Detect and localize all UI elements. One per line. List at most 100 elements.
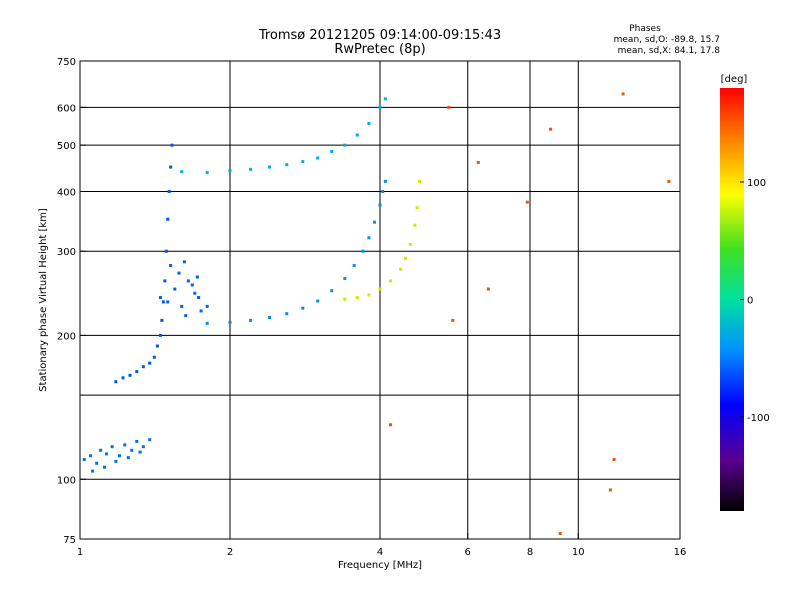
data-point-series-2 bbox=[190, 283, 194, 287]
data-point-series-5 bbox=[285, 163, 289, 167]
data-point-series-4 bbox=[378, 287, 382, 291]
data-point-series-1 bbox=[160, 318, 164, 322]
data-point-series-0 bbox=[110, 445, 114, 449]
data-point-series-2 bbox=[199, 309, 203, 313]
data-point-series-2 bbox=[193, 291, 197, 295]
data-point-series-3 bbox=[267, 315, 271, 319]
data-point-series-2 bbox=[205, 304, 209, 308]
x-tick-label: 4 bbox=[377, 547, 383, 558]
data-point-series-4 bbox=[413, 223, 417, 227]
data-point-series-0 bbox=[141, 445, 145, 449]
data-point-series-2 bbox=[166, 300, 170, 304]
data-point-series-1 bbox=[148, 361, 152, 365]
data-point-series-0 bbox=[89, 454, 93, 458]
data-point-series-1 bbox=[152, 355, 156, 359]
data-point-series-1 bbox=[166, 217, 170, 221]
x-tick-label: 8 bbox=[527, 547, 533, 558]
data-point-series-5 bbox=[355, 133, 359, 137]
data-point-series-5 bbox=[330, 149, 334, 153]
colorbar-tick-label: -100 bbox=[747, 413, 770, 424]
phase-stats-x: mean, sd,X: 84.1, 17.8 bbox=[618, 46, 721, 56]
data-point-series-2 bbox=[195, 275, 199, 279]
data-point-series-0 bbox=[148, 438, 152, 442]
data-point-series-3 bbox=[381, 189, 385, 193]
data-point-series-6 bbox=[486, 287, 490, 291]
data-point-series-4 bbox=[389, 279, 393, 283]
data-point-series-4 bbox=[343, 297, 347, 301]
data-point-series-2 bbox=[169, 264, 173, 268]
data-point-series-1 bbox=[128, 373, 132, 377]
axis-ticks: 1 2 4 6 8 10 16 75 100 200 300 400 500 600 750 bbox=[57, 57, 686, 558]
colorbar-ticks: 100 0 -100 bbox=[740, 178, 770, 424]
x-tick-label: 2 bbox=[227, 547, 233, 558]
data-point-series-4 bbox=[367, 293, 371, 297]
data-point-series-2 bbox=[197, 296, 201, 300]
y-tick-label: 500 bbox=[57, 141, 76, 152]
y-axis-label: Stationary phase Virtual Height [km] bbox=[38, 208, 49, 392]
data-point-series-6 bbox=[389, 423, 393, 427]
data-point-series-6 bbox=[476, 160, 480, 164]
data-point-series-3 bbox=[352, 264, 356, 268]
data-point-series-3 bbox=[343, 277, 347, 281]
data-point-series-3 bbox=[301, 306, 305, 310]
data-point-series-6 bbox=[558, 532, 562, 536]
data-point-series-5 bbox=[228, 169, 232, 173]
data-point-series-6 bbox=[608, 488, 612, 492]
data-point-series-2 bbox=[177, 271, 181, 275]
grid-lines bbox=[80, 61, 680, 539]
data-point-series-0 bbox=[104, 452, 108, 456]
data-point-series-4 bbox=[415, 206, 419, 210]
data-point-series-0 bbox=[138, 450, 142, 454]
data-point-series-1 bbox=[114, 380, 118, 384]
data-point-series-0 bbox=[95, 461, 99, 465]
y-tick-label: 600 bbox=[57, 103, 76, 114]
data-point-series-1 bbox=[167, 189, 171, 193]
data-point-series-0 bbox=[114, 459, 118, 463]
data-point-series-5 bbox=[249, 167, 253, 171]
data-point-series-5 bbox=[343, 143, 347, 147]
data-point-series-4 bbox=[417, 179, 421, 183]
data-point-series-1 bbox=[158, 333, 162, 337]
y-tick-label: 300 bbox=[57, 247, 76, 258]
data-point-series-0 bbox=[103, 465, 107, 469]
x-tick-label: 10 bbox=[572, 547, 585, 558]
data-point-series-0 bbox=[99, 448, 103, 452]
y-tick-label: 200 bbox=[57, 331, 76, 342]
data-point-series-0 bbox=[130, 448, 134, 452]
data-point-series-1 bbox=[135, 370, 139, 374]
data-point-series-0 bbox=[126, 456, 130, 460]
data-point-series-6 bbox=[451, 318, 455, 322]
data-point-series-6 bbox=[447, 105, 451, 109]
data-point-series-4 bbox=[408, 242, 412, 246]
data-point-series-3 bbox=[205, 321, 209, 325]
data-points bbox=[82, 92, 671, 536]
phases-heading: Phases bbox=[629, 24, 661, 34]
data-point-series-2 bbox=[173, 287, 177, 291]
data-point-series-3 bbox=[316, 299, 320, 303]
y-tick-label: 750 bbox=[57, 57, 76, 68]
data-point-series-1 bbox=[164, 249, 168, 253]
data-point-series-6 bbox=[549, 127, 553, 131]
data-point-series-5 bbox=[378, 105, 382, 109]
data-point-series-1 bbox=[141, 365, 145, 369]
data-point-series-1 bbox=[161, 300, 165, 304]
data-point-series-3 bbox=[228, 320, 232, 324]
data-point-series-0 bbox=[135, 439, 139, 443]
data-point-series-1 bbox=[170, 143, 174, 147]
data-point-series-5 bbox=[383, 97, 387, 101]
colorbar-label: [deg] bbox=[721, 74, 748, 85]
data-point-series-2 bbox=[180, 304, 184, 308]
data-point-series-2 bbox=[184, 314, 188, 318]
data-point-series-5 bbox=[180, 170, 184, 174]
data-point-series-0 bbox=[91, 469, 95, 473]
data-point-series-3 bbox=[249, 318, 253, 322]
y-tick-label: 100 bbox=[57, 475, 76, 486]
data-point-series-6 bbox=[612, 457, 616, 461]
data-point-series-3 bbox=[383, 179, 387, 183]
data-point-series-3 bbox=[330, 289, 334, 293]
chart-title: Tromsø 20121205 09:14:00-09:15:43 bbox=[258, 28, 501, 43]
y-tick-label: 400 bbox=[57, 187, 76, 198]
data-point-series-3 bbox=[378, 203, 382, 207]
data-point-series-0 bbox=[82, 457, 86, 461]
